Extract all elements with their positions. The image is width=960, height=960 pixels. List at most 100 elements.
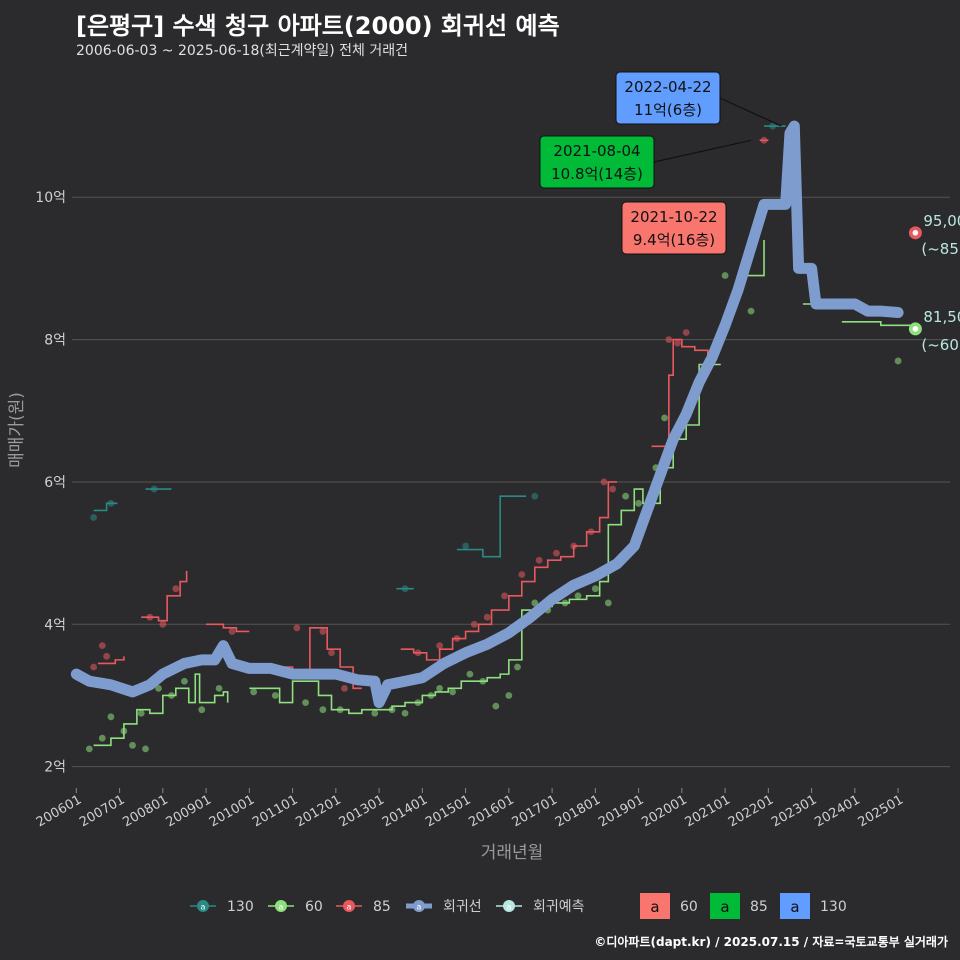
point-s60 <box>514 663 521 671</box>
point-s85 <box>328 649 335 657</box>
annotation-boxes: 2022-04-22 11억(6층) 2021-08-04 10.8억(14층) 202… <box>539 71 782 255</box>
x-tick-label: 201201 <box>293 792 343 830</box>
x-tick-label: 201701 <box>510 792 560 830</box>
point-s60 <box>155 684 162 692</box>
legend-marker-s130 <box>197 900 209 912</box>
point-s85 <box>90 663 98 671</box>
annotation-date: 2021-10-22 <box>630 208 717 226</box>
annotation-leader <box>653 139 752 163</box>
chart-subtitle: 2006-06-03 ~ 2025-06-18(최근계약일) 전체 거래건 <box>76 43 408 59</box>
point-s60 <box>604 599 612 607</box>
y-tick-label: 6억 <box>44 475 66 491</box>
prediction-value: 95,000 <box>923 212 960 230</box>
x-tick-label: 202501 <box>856 792 906 830</box>
point-s60 <box>635 499 642 507</box>
series-line-60 <box>841 320 912 329</box>
point-s60 <box>466 670 474 678</box>
point-s85 <box>600 478 608 486</box>
x-tick-label: 202201 <box>726 792 776 830</box>
prediction-value: 81,500 <box>923 308 960 326</box>
prediction-marker-center <box>912 230 919 236</box>
series-line-85 <box>206 623 250 633</box>
legend-label-s130: 130 <box>227 899 254 915</box>
point-s85 <box>518 571 526 578</box>
point-s85 <box>553 549 560 557</box>
point-s60 <box>271 692 279 699</box>
x-tick-label: 201301 <box>337 792 387 830</box>
x-axis-title: 거래년월 <box>481 843 544 863</box>
annotation-box <box>615 71 721 125</box>
point-s60 <box>449 688 457 696</box>
point-s60 <box>302 699 309 706</box>
point-s85 <box>98 642 106 650</box>
y-tick-label: 4억 <box>44 617 66 633</box>
prediction-marker-center <box>912 326 919 332</box>
point-s85 <box>341 684 348 692</box>
point-s60 <box>436 684 444 692</box>
series-line-130 <box>456 495 527 558</box>
point-s85 <box>470 620 478 628</box>
annotation-box <box>621 201 727 255</box>
legend-glyph: a <box>347 903 352 912</box>
legend-glyph: a <box>507 903 512 912</box>
x-axis: 2006012007012008012009012010012011012012… <box>34 788 906 830</box>
point-s85 <box>228 628 236 635</box>
legend-label-s85: 85 <box>373 899 391 915</box>
series-line-85 <box>141 570 188 622</box>
x-tick-label: 200701 <box>77 792 127 830</box>
legend-marker-regression <box>413 900 425 912</box>
point-s60 <box>198 706 206 714</box>
y-tick-label: 2억 <box>44 760 66 776</box>
point-s60 <box>85 745 93 753</box>
series-line-85 <box>400 481 617 661</box>
point-s85 <box>674 339 681 347</box>
legend-box-label: 130 <box>820 899 847 915</box>
prediction-markers: 95,000 (~85㎡) 81,500 (~60㎡) <box>908 212 960 354</box>
x-tick-label: 202001 <box>639 792 689 830</box>
point-s60 <box>129 741 136 749</box>
series-line-130 <box>93 502 118 512</box>
point-s85 <box>609 485 617 493</box>
x-tick-label: 200601 <box>34 792 84 830</box>
y-axis-title: 매매가(원) <box>7 392 27 468</box>
point-s60 <box>661 414 668 422</box>
regression-line <box>70 120 904 709</box>
x-tick-label: 201101 <box>250 792 300 830</box>
prediction-area: (~85㎡) <box>921 240 960 258</box>
point-s130 <box>90 514 98 521</box>
x-tick-label: 201401 <box>380 792 430 830</box>
legend-box-glyph: a <box>790 898 799 916</box>
point-s60 <box>531 599 539 607</box>
annotation-leader <box>719 97 782 127</box>
point-s85 <box>665 336 673 343</box>
point-s85 <box>159 620 167 628</box>
x-tick-label: 201001 <box>207 792 257 830</box>
point-s85 <box>682 329 690 336</box>
legend-glyph: a <box>279 903 284 912</box>
point-s85 <box>103 652 111 660</box>
point-s85 <box>172 585 180 593</box>
regression-path <box>70 120 904 709</box>
point-s60 <box>401 709 409 717</box>
annotation-box <box>539 135 655 189</box>
point-s60 <box>98 734 106 742</box>
x-tick-label: 200801 <box>120 792 170 830</box>
y-tick-label: 8억 <box>44 333 66 349</box>
x-tick-label: 202301 <box>769 792 819 830</box>
annotation-date: 2021-08-04 <box>553 142 640 160</box>
point-s60 <box>574 592 582 600</box>
series-line-60 <box>93 673 229 747</box>
prediction-area: (~60㎡) <box>921 336 960 354</box>
legend-box-label: 85 <box>750 899 768 915</box>
annotation-price: 11억(6층) <box>634 101 702 119</box>
point-s60 <box>747 307 755 315</box>
x-tick-label: 201901 <box>596 792 646 830</box>
point-s60 <box>505 692 513 699</box>
legend: a 130 a 60 a 85 a 회귀선 a 회귀예측 a 60 a 85 a 130 <box>190 893 847 919</box>
point-s60 <box>215 684 223 692</box>
point-s60 <box>622 492 630 500</box>
legend-box-glyph: a <box>720 898 729 916</box>
point-s60 <box>181 677 188 685</box>
series-line-60 <box>738 239 765 277</box>
